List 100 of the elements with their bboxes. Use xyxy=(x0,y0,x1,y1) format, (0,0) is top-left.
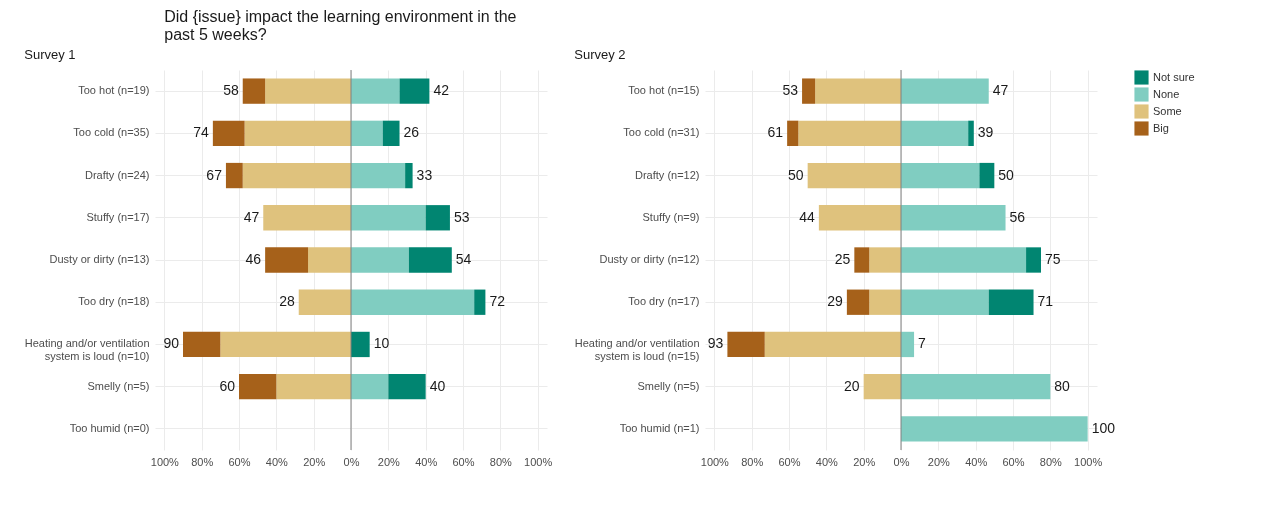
x-tick-label: 100% xyxy=(150,455,180,468)
x-tick-label: 0% xyxy=(893,455,910,468)
annotation: 50 xyxy=(998,166,1015,183)
bar xyxy=(351,78,400,104)
annotation: 44 xyxy=(799,208,816,225)
x-tick-label: 40% xyxy=(415,455,438,468)
bar xyxy=(787,120,799,146)
annotation: 56 xyxy=(1009,208,1026,225)
y-tick-label: Smelly (n=5) xyxy=(87,379,150,392)
x-tick-label: 100% xyxy=(524,455,553,468)
bar xyxy=(474,289,486,315)
annotation: 42 xyxy=(433,82,450,99)
x-tick-label: 20% xyxy=(853,455,876,468)
bar xyxy=(854,247,870,273)
bar xyxy=(276,374,351,400)
legend-label: Some xyxy=(1153,104,1182,117)
bar xyxy=(183,331,221,358)
annotation: 10 xyxy=(373,335,390,352)
annotation: 20 xyxy=(844,377,860,394)
bar xyxy=(298,289,351,315)
y-tick-label: Heating and/or ventilation system is loud (n=10) xyxy=(24,337,150,363)
annotation: 100 xyxy=(1091,419,1116,436)
y-tick-label: Stuffy (n=17) xyxy=(86,210,150,223)
x-tick-label: 80% xyxy=(191,455,214,468)
bar xyxy=(425,205,450,231)
bar xyxy=(901,416,1088,442)
y-tick-label: Too humid (n=0) xyxy=(69,421,150,434)
x-tick-label: 60% xyxy=(1002,455,1025,468)
y-tick-label: Too dry (n=17) xyxy=(628,295,700,308)
bar xyxy=(798,120,901,146)
bar xyxy=(242,78,266,104)
text: Survey 1 xyxy=(24,46,76,62)
annotation: 7 xyxy=(918,335,927,352)
bar xyxy=(869,289,901,315)
x-tick-label: 100% xyxy=(1074,455,1103,468)
legend-label: Big xyxy=(1153,121,1169,134)
x-tick-label: 80% xyxy=(1039,455,1063,468)
bar xyxy=(239,374,277,400)
bar xyxy=(265,78,351,104)
x-tick-label: 20% xyxy=(377,455,401,468)
bar xyxy=(220,331,351,358)
y-tick-label: Stuffy (n=9) xyxy=(642,210,700,223)
chart-title: Did {issue} impact the learning environment in the past 5 weeks? xyxy=(164,7,517,43)
bar xyxy=(351,205,426,231)
annotation: 72 xyxy=(489,293,506,310)
annotation: 93 xyxy=(707,335,724,352)
annotation: 80 xyxy=(1054,377,1071,394)
annotation: 58 xyxy=(223,82,239,99)
bar xyxy=(901,374,1051,400)
x-tick-label: 80% xyxy=(489,455,513,468)
bar xyxy=(351,331,370,358)
bar xyxy=(225,162,243,189)
bar xyxy=(244,120,351,146)
annotation: 54 xyxy=(455,251,472,267)
bar xyxy=(901,247,1027,273)
y-tick-label: Too cold (n=35) xyxy=(73,126,150,139)
bar xyxy=(388,374,426,400)
y-tick-label: Dusty or dirty (n=13) xyxy=(49,253,150,265)
y-tick-label: Too hot (n=19) xyxy=(78,84,150,97)
annotation: 28 xyxy=(279,293,295,310)
annotation: 29 xyxy=(827,293,844,310)
bar xyxy=(212,120,245,146)
annotation: 50 xyxy=(788,166,804,183)
annotation: 26 xyxy=(403,124,420,141)
annotation: 74 xyxy=(193,124,210,141)
bar xyxy=(308,247,351,273)
x-tick-label: 40% xyxy=(265,455,289,468)
bar xyxy=(399,78,430,104)
x-tick-label: 0% xyxy=(343,455,360,468)
bar xyxy=(901,331,915,358)
y-tick-label: Smelly (n=5) xyxy=(637,379,700,392)
legend-label: None xyxy=(1153,87,1180,100)
bar xyxy=(351,374,389,400)
x-tick-label: 60% xyxy=(228,455,251,468)
bar xyxy=(901,78,989,104)
annotation: 75 xyxy=(1045,251,1061,267)
y-tick-label: Too humid (n=1) xyxy=(619,421,700,434)
bar xyxy=(351,289,475,315)
y-tick-label: Drafty (n=24) xyxy=(85,168,150,181)
x-tick-label: 60% xyxy=(778,455,801,468)
annotation: 53 xyxy=(782,82,799,99)
legend-label: Not sure xyxy=(1153,70,1195,83)
y-tick-label: Dusty or dirty (n=12) xyxy=(599,253,700,265)
bar xyxy=(802,78,816,104)
annotation: 33 xyxy=(416,166,433,183)
annotation: 25 xyxy=(834,251,851,267)
y-tick-label: Too cold (n=31) xyxy=(623,126,700,139)
x-tick-label: 20% xyxy=(303,455,326,468)
bar xyxy=(846,289,870,315)
bar xyxy=(405,162,413,189)
bar xyxy=(263,205,351,231)
x-tick-label: 80% xyxy=(741,455,764,468)
x-tick-label: 20% xyxy=(927,455,951,468)
x-tick-label: 40% xyxy=(965,455,988,468)
y-tick-label: Too dry (n=18) xyxy=(78,295,150,308)
annotation: 47 xyxy=(243,208,260,225)
bar xyxy=(901,162,980,189)
bar xyxy=(968,120,974,146)
bar xyxy=(979,162,995,189)
y-tick-label: Drafty (n=12) xyxy=(635,168,700,181)
